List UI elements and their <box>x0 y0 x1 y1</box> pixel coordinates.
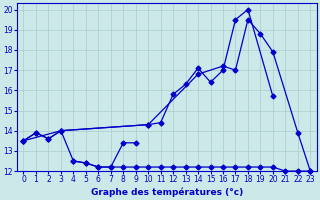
X-axis label: Graphe des températures (°c): Graphe des températures (°c) <box>91 187 243 197</box>
